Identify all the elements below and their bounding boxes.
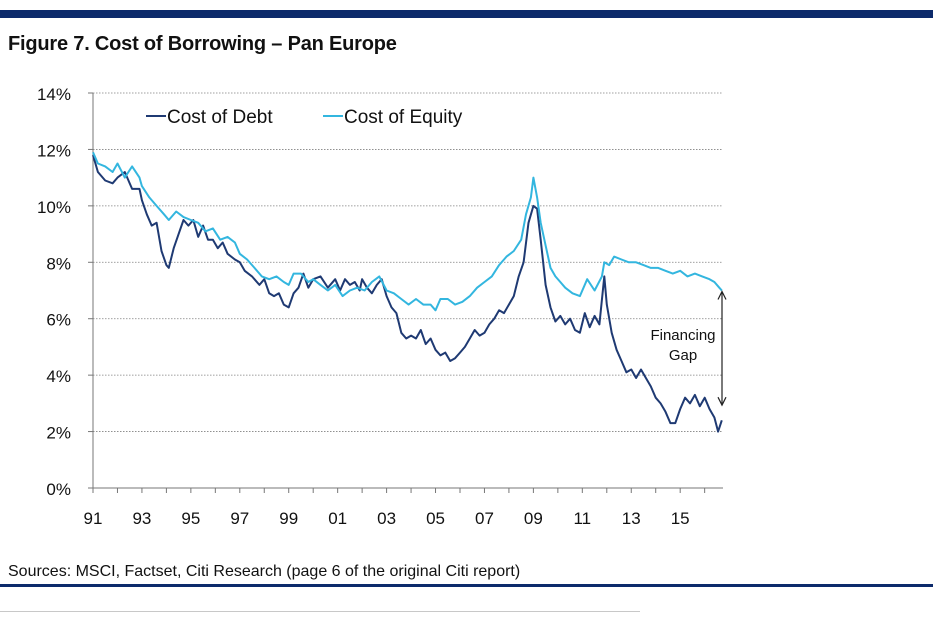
grid-layer xyxy=(93,92,723,432)
x-tick-label: 01 xyxy=(328,509,347,528)
x-tick-label: 93 xyxy=(132,509,151,528)
x-tick-label: 03 xyxy=(377,509,396,528)
figure-title: Figure 7. Cost of Borrowing – Pan Europe xyxy=(8,33,397,55)
x-tick-label: 95 xyxy=(181,509,200,528)
annotation: Financing Gap xyxy=(650,290,727,407)
annotation-text: Gap xyxy=(669,347,697,364)
series-layer xyxy=(92,151,723,433)
y-tick-label: 2% xyxy=(46,424,71,443)
source-note: Sources: MSCI, Factset, Citi Research (p… xyxy=(8,563,521,580)
gap-arrow-head-top xyxy=(717,290,727,300)
x-tick-label: 11 xyxy=(573,509,591,528)
x-tick-label: 97 xyxy=(230,509,249,528)
series-line-cost-of-debt xyxy=(92,154,723,433)
gap-arrow-head-bottom xyxy=(717,396,727,407)
top-rule xyxy=(0,10,933,18)
x-tick-label: 15 xyxy=(671,509,690,528)
y-tick-label: 6% xyxy=(46,311,71,330)
y-tick-label: 14% xyxy=(37,85,71,104)
y-tick-label: 8% xyxy=(46,254,71,273)
x-tick-label: 05 xyxy=(426,509,445,528)
y-tick-label: 10% xyxy=(37,198,71,217)
y-tick-label: 4% xyxy=(46,367,71,386)
y-tick-label: 0% xyxy=(46,480,71,499)
x-tick-label: 99 xyxy=(279,509,298,528)
x-tick-label: 09 xyxy=(524,509,543,528)
series-line-cost-of-equity xyxy=(92,151,723,312)
legend-label-cost-of-equity: Cost of Equity xyxy=(344,107,463,128)
bottom-rule xyxy=(0,584,933,587)
legend: Cost of Debt Cost of Equity xyxy=(146,107,463,128)
axes xyxy=(88,92,723,493)
x-tick-label: 91 xyxy=(84,509,103,528)
x-tick-label: 07 xyxy=(475,509,494,528)
faint-rule xyxy=(0,611,640,612)
legend-label-cost-of-debt: Cost of Debt xyxy=(167,107,273,128)
tick-labels: 0% 2% 4% 6% 8% 10% 12% 14% 91 93 95 97 99 01 03 05 07 09 1… xyxy=(37,85,690,528)
annotation-text: Financing xyxy=(650,327,715,344)
x-tick-label: 13 xyxy=(622,509,641,528)
y-tick-label: 12% xyxy=(37,141,71,160)
